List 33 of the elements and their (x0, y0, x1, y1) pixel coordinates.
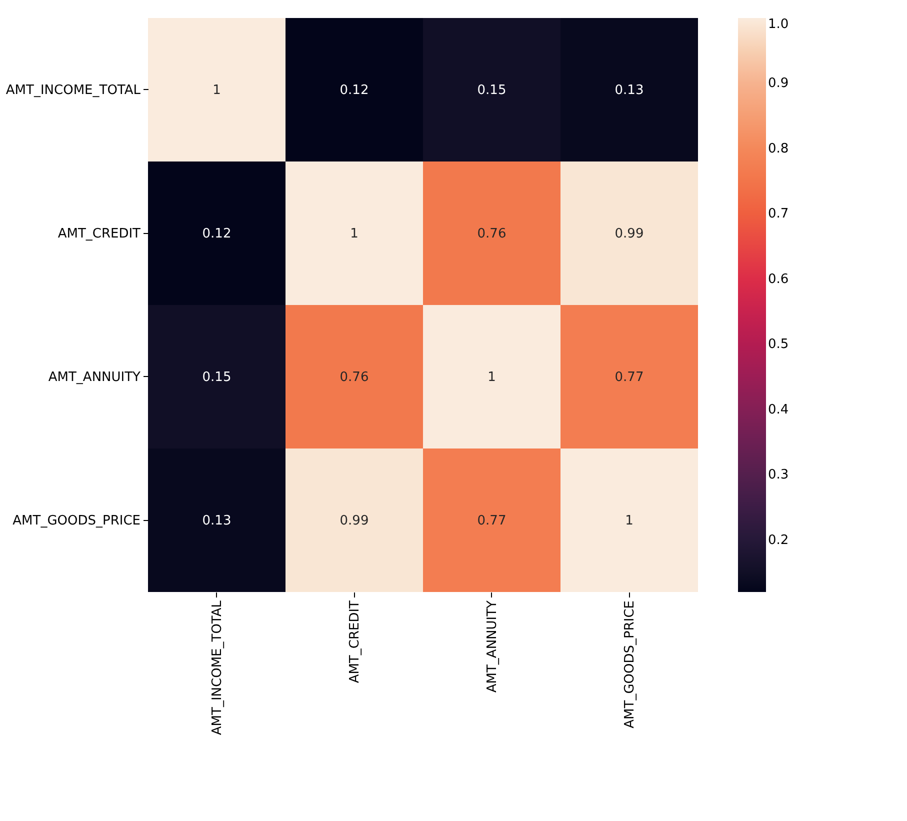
data-label: 1 (350, 226, 358, 242)
color-bar-label: 0.7 (768, 206, 789, 222)
data-label: 1 (625, 513, 634, 528)
data-label: 0.76 (477, 226, 506, 242)
data-label: 0.13 (202, 513, 232, 528)
data-label: 0.15 (477, 82, 506, 98)
data-label: 0.15 (202, 370, 232, 385)
data-label: 0.77 (614, 370, 644, 385)
data-label: 0.76 (340, 370, 369, 385)
color-bar-label: 0.6 (768, 272, 789, 287)
x-tick-label: AMT_CREDIT (347, 600, 362, 684)
y-tick-label: AMT_CREDIT (58, 226, 141, 242)
x-tick-label: AMT_INCOME_TOTAL (210, 600, 225, 736)
color-bar-label: 0.2 (768, 532, 789, 548)
color-bar-label: 0.9 (768, 76, 789, 92)
data-label: 0.99 (614, 226, 644, 242)
color-bar-label: 0.4 (768, 402, 789, 418)
y-tick-label: AMT_GOODS_PRICE (12, 513, 140, 528)
color-bar-label: 1.0 (768, 17, 789, 32)
data-label: 0.77 (477, 513, 506, 528)
data-label: 1 (488, 370, 496, 385)
y-tick-label: AMT_INCOME_TOTAL (6, 82, 142, 98)
data-label: 0.12 (340, 82, 369, 98)
data-label: 0.13 (614, 82, 644, 98)
data-label: 0.12 (202, 226, 232, 242)
x-tick-label: AMT_ANNUITY (484, 600, 500, 693)
color-bar-label: 0.5 (768, 337, 789, 352)
y-tick-label: AMT_ANNUITY (48, 370, 141, 385)
x-tick-label: AMT_GOODS_PRICE (622, 600, 638, 728)
color-bar-label: 0.8 (768, 141, 789, 156)
data-label: 0.99 (340, 513, 369, 528)
color-bar-label: 0.3 (768, 468, 789, 483)
data-label: 1 (212, 82, 221, 98)
